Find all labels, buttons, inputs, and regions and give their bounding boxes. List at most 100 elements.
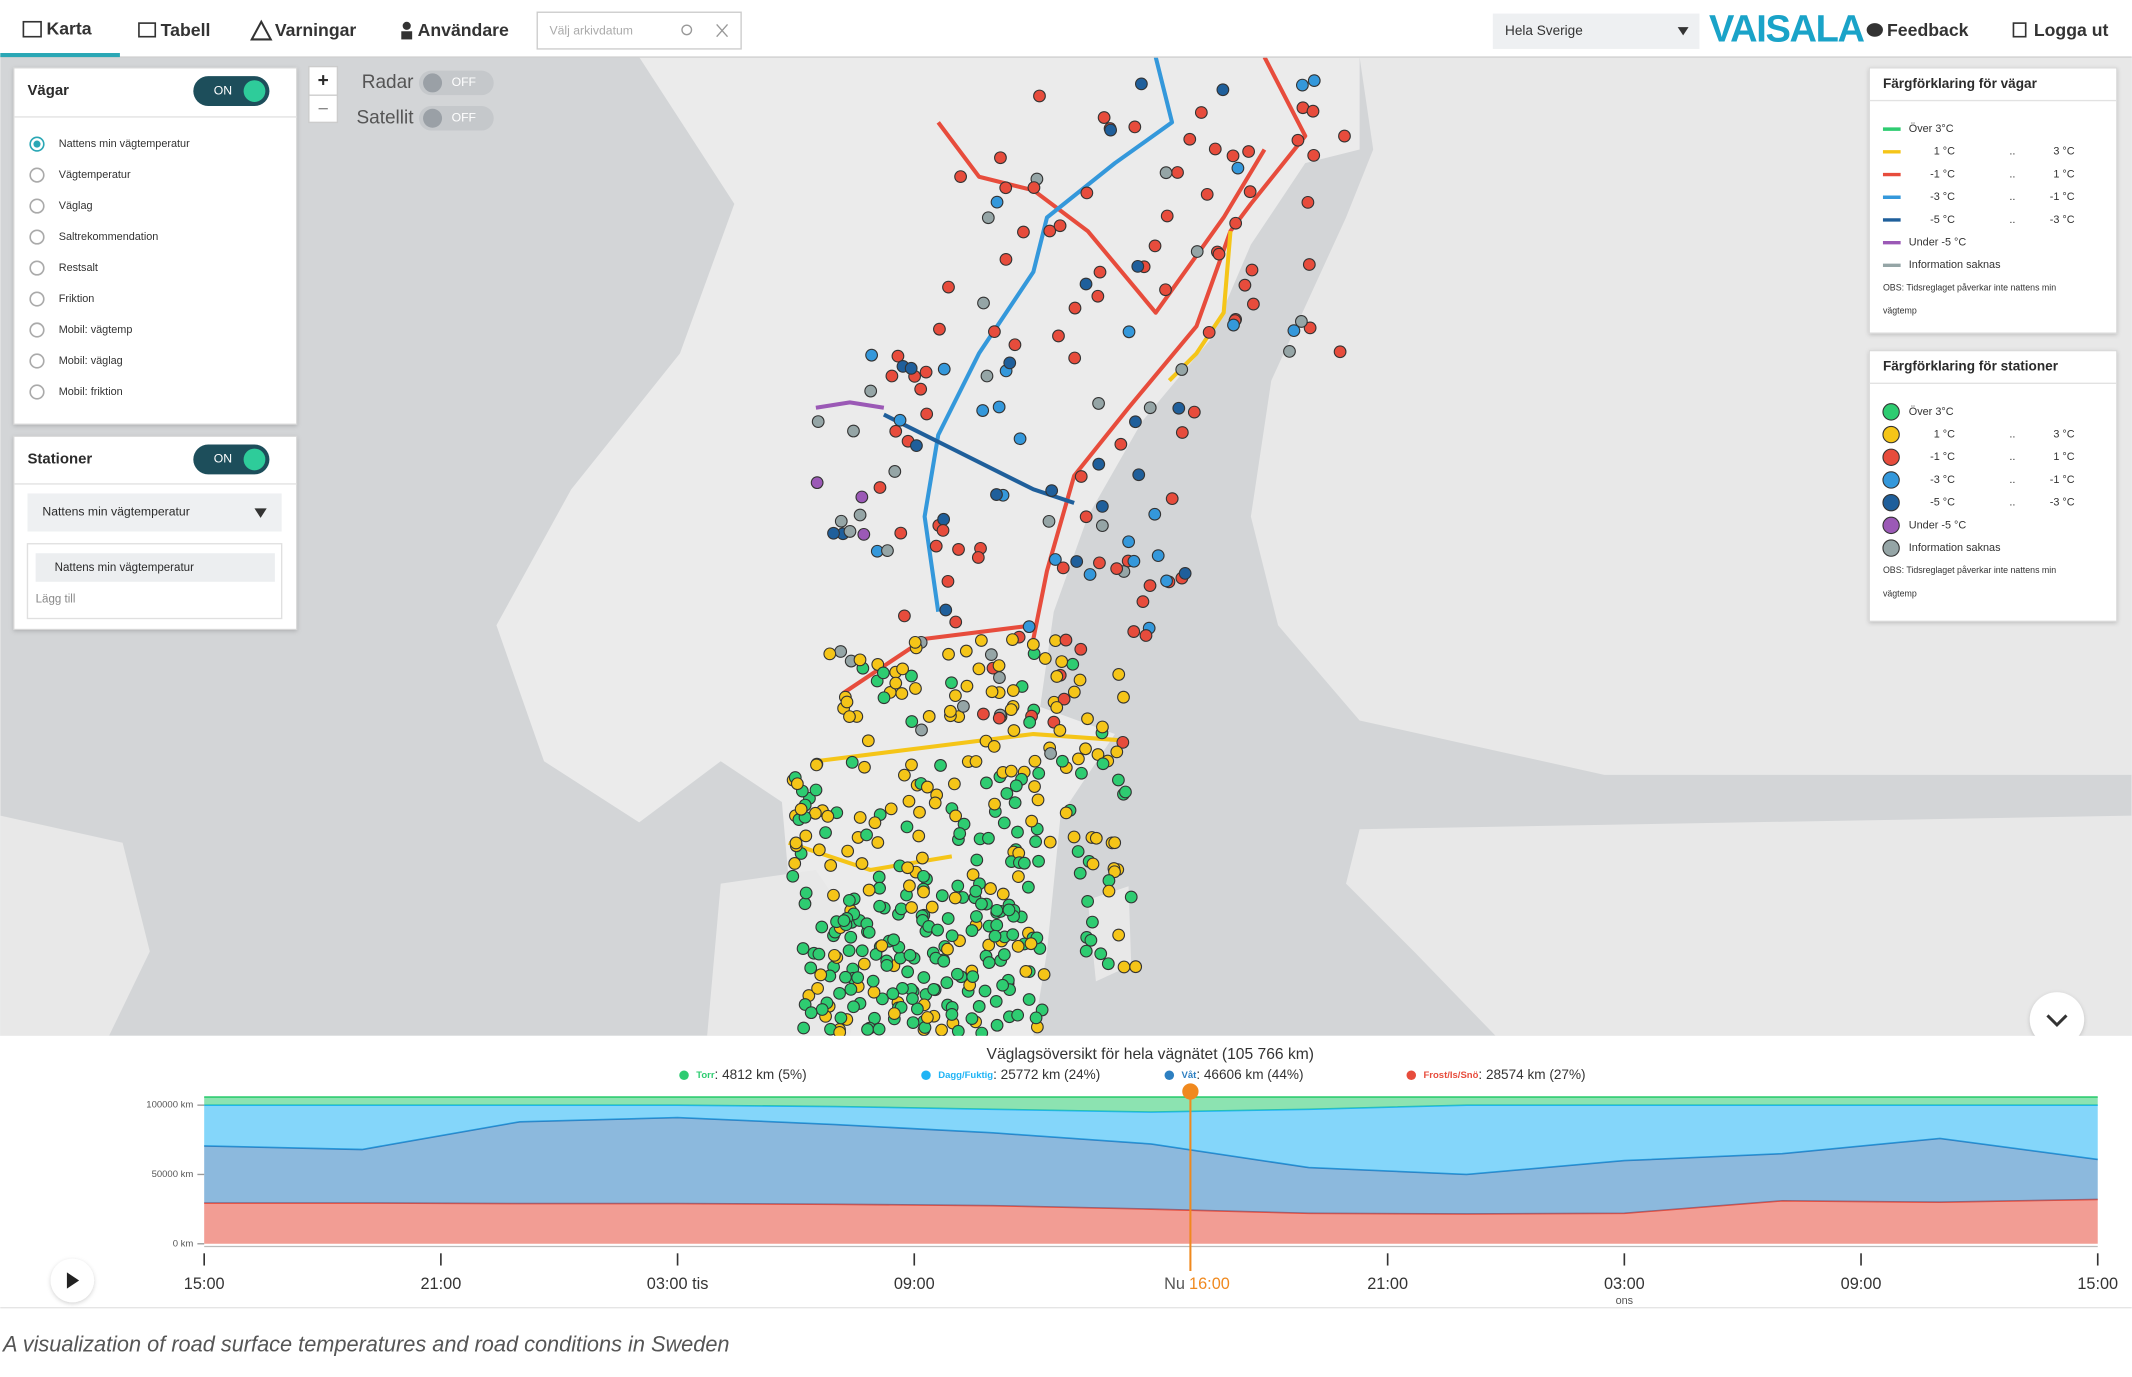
tab[interactable]: Användare xyxy=(418,20,509,40)
tab[interactable]: Karta xyxy=(47,19,92,39)
station-dot[interactable] xyxy=(1059,633,1073,647)
station-dot[interactable] xyxy=(951,1024,965,1038)
station-dot[interactable] xyxy=(1306,104,1320,118)
station-dot[interactable] xyxy=(905,901,918,914)
station-dot[interactable] xyxy=(891,349,905,363)
station-dot[interactable] xyxy=(988,929,1002,943)
station-dot[interactable] xyxy=(1056,561,1070,575)
station-dot[interactable] xyxy=(980,776,993,790)
station-dot[interactable] xyxy=(1159,166,1173,180)
station-dot[interactable] xyxy=(888,465,902,478)
station-dot[interactable] xyxy=(845,755,859,769)
station-dot[interactable] xyxy=(1129,960,1143,974)
station-dot[interactable] xyxy=(799,829,813,843)
station-dot[interactable] xyxy=(942,280,955,294)
station-dot[interactable] xyxy=(1226,149,1240,163)
station-dot[interactable] xyxy=(1012,870,1025,883)
station-dot[interactable] xyxy=(1024,937,1038,951)
station-dot[interactable] xyxy=(903,879,916,893)
station-dot[interactable] xyxy=(1073,866,1087,880)
station-dot[interactable] xyxy=(1006,633,1019,646)
station-dot[interactable] xyxy=(881,544,894,557)
station-dot[interactable] xyxy=(841,844,855,858)
station-dot[interactable] xyxy=(1108,836,1122,850)
station-dot[interactable] xyxy=(901,965,915,979)
station-dot[interactable] xyxy=(1028,754,1042,768)
station-dot[interactable] xyxy=(796,942,810,955)
station-dot[interactable] xyxy=(947,777,961,791)
station-dot[interactable] xyxy=(1079,742,1092,756)
station-dot[interactable] xyxy=(857,957,871,971)
station-dot[interactable] xyxy=(954,170,967,183)
station-dot[interactable] xyxy=(1110,562,1124,576)
station-dot[interactable] xyxy=(1159,283,1172,297)
station-dot[interactable] xyxy=(853,508,867,522)
station-dot[interactable] xyxy=(1006,684,1020,697)
station-dot[interactable] xyxy=(1053,724,1067,737)
station-dot[interactable] xyxy=(834,514,848,528)
station-dot[interactable] xyxy=(844,930,858,944)
station-dot[interactable] xyxy=(904,361,918,375)
station-dot[interactable] xyxy=(1057,692,1071,706)
station-dot[interactable] xyxy=(1011,939,1025,953)
station-dot[interactable] xyxy=(1083,568,1097,581)
station-dot[interactable] xyxy=(999,181,1013,195)
station-dot[interactable] xyxy=(1044,747,1057,760)
station-dot[interactable] xyxy=(898,609,911,623)
station-dot[interactable] xyxy=(1095,519,1109,533)
list-item[interactable] xyxy=(35,553,275,582)
station-dot[interactable] xyxy=(862,925,876,939)
station-dot[interactable] xyxy=(844,982,858,996)
station-dot[interactable] xyxy=(1071,845,1085,858)
station-dot[interactable] xyxy=(1025,814,1038,828)
collapse-button[interactable] xyxy=(2029,992,2085,1047)
map[interactable] xyxy=(0,56,2132,1040)
station-dot[interactable] xyxy=(912,829,926,843)
station-dot[interactable] xyxy=(889,676,903,690)
station-dot[interactable] xyxy=(1243,185,1257,199)
station-dot[interactable] xyxy=(1245,263,1259,277)
station-dot[interactable] xyxy=(917,869,930,883)
radio[interactable] xyxy=(29,260,45,276)
station-dot[interactable] xyxy=(994,151,1007,165)
station-dot[interactable] xyxy=(837,914,851,928)
now-handle[interactable] xyxy=(1182,1083,1199,1100)
station-dot[interactable] xyxy=(1212,247,1226,261)
station-dot[interactable] xyxy=(945,929,959,943)
station-dot[interactable] xyxy=(861,734,875,748)
station-dot[interactable] xyxy=(965,924,979,937)
station-dot[interactable] xyxy=(1086,915,1099,929)
station-dot[interactable] xyxy=(972,1000,986,1013)
station-dot[interactable] xyxy=(953,827,967,840)
station-dot[interactable] xyxy=(1026,638,1040,651)
station-dot[interactable] xyxy=(1042,514,1056,528)
station-dot[interactable] xyxy=(935,889,949,903)
station-dot[interactable] xyxy=(867,985,881,999)
station-dot[interactable] xyxy=(940,976,954,990)
station-dot[interactable] xyxy=(1151,549,1165,563)
station-dot[interactable] xyxy=(906,992,919,1006)
station-dot[interactable] xyxy=(1208,142,1222,156)
station-dot[interactable] xyxy=(789,836,803,850)
station-dot[interactable] xyxy=(873,481,887,494)
station-dot[interactable] xyxy=(1092,397,1105,410)
station-dot[interactable] xyxy=(1102,874,1116,887)
station-dot[interactable] xyxy=(819,826,832,839)
station-dot[interactable] xyxy=(935,1023,948,1037)
station-dot[interactable] xyxy=(971,551,985,564)
station-dot[interactable] xyxy=(812,843,826,857)
station-dot[interactable] xyxy=(927,982,941,996)
radio[interactable] xyxy=(29,384,45,400)
station-dot[interactable] xyxy=(972,662,986,676)
station-dot[interactable] xyxy=(1302,258,1316,271)
station-dot[interactable] xyxy=(1227,318,1240,332)
station-dot[interactable] xyxy=(937,362,951,376)
station-dot[interactable] xyxy=(974,634,988,647)
station-dot[interactable] xyxy=(1148,507,1162,521)
station-dot[interactable] xyxy=(1112,668,1126,681)
radio[interactable] xyxy=(29,229,45,245)
station-dot[interactable] xyxy=(1053,219,1067,233)
radio[interactable] xyxy=(29,291,45,307)
station-dot[interactable] xyxy=(1171,166,1184,179)
station-dot[interactable] xyxy=(936,524,950,537)
